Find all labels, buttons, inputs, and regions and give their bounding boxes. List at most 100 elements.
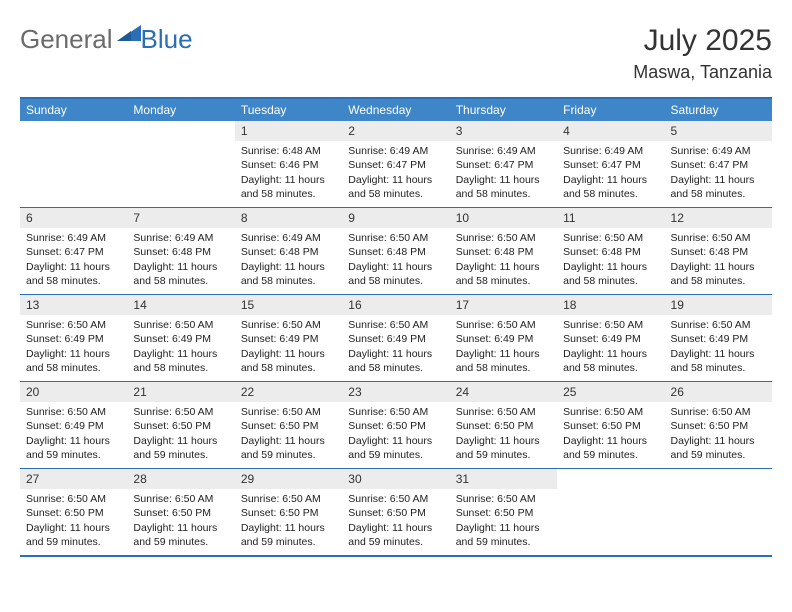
sunrise-line: Sunrise: 6:49 AM (348, 144, 443, 158)
daylight-line: Daylight: 11 hours and 58 minutes. (241, 260, 336, 288)
sunset-line: Sunset: 6:50 PM (133, 419, 228, 433)
sunrise-line: Sunrise: 6:50 AM (241, 405, 336, 419)
sunrise-line: Sunrise: 6:50 AM (133, 492, 228, 506)
day-body: Sunrise: 6:50 AMSunset: 6:48 PMDaylight:… (557, 228, 664, 293)
sunset-line: Sunset: 6:49 PM (26, 332, 121, 346)
day-number: 19 (665, 295, 772, 315)
sunset-line: Sunset: 6:50 PM (348, 506, 443, 520)
week-row: 27Sunrise: 6:50 AMSunset: 6:50 PMDayligh… (20, 468, 772, 555)
daylight-line: Daylight: 11 hours and 58 minutes. (456, 173, 551, 201)
daylight-line: Daylight: 11 hours and 58 minutes. (348, 173, 443, 201)
day-number: 15 (235, 295, 342, 315)
day-cell: 13Sunrise: 6:50 AMSunset: 6:49 PMDayligh… (20, 295, 127, 381)
day-cell: 22Sunrise: 6:50 AMSunset: 6:50 PMDayligh… (235, 382, 342, 468)
day-cell-empty (665, 469, 772, 555)
sunrise-line: Sunrise: 6:50 AM (26, 318, 121, 332)
day-number: 11 (557, 208, 664, 228)
logo: General Blue (20, 24, 193, 55)
sunset-line: Sunset: 6:49 PM (26, 419, 121, 433)
week-row: 6Sunrise: 6:49 AMSunset: 6:47 PMDaylight… (20, 207, 772, 294)
month-title: July 2025 (633, 24, 772, 58)
sunset-line: Sunset: 6:49 PM (563, 332, 658, 346)
day-cell: 26Sunrise: 6:50 AMSunset: 6:50 PMDayligh… (665, 382, 772, 468)
day-cell-empty (20, 121, 127, 207)
sunset-line: Sunset: 6:50 PM (241, 419, 336, 433)
day-cell: 28Sunrise: 6:50 AMSunset: 6:50 PMDayligh… (127, 469, 234, 555)
day-number: 25 (557, 382, 664, 402)
day-cell: 14Sunrise: 6:50 AMSunset: 6:49 PMDayligh… (127, 295, 234, 381)
day-number: 7 (127, 208, 234, 228)
weekday-cell: Monday (127, 99, 234, 121)
sunrise-line: Sunrise: 6:48 AM (241, 144, 336, 158)
sunrise-line: Sunrise: 6:50 AM (241, 492, 336, 506)
sunrise-line: Sunrise: 6:49 AM (133, 231, 228, 245)
sunrise-line: Sunrise: 6:49 AM (241, 231, 336, 245)
sunset-line: Sunset: 6:49 PM (348, 332, 443, 346)
sunset-line: Sunset: 6:50 PM (26, 506, 121, 520)
day-body: Sunrise: 6:50 AMSunset: 6:49 PMDaylight:… (20, 315, 127, 380)
daylight-line: Daylight: 11 hours and 58 minutes. (26, 260, 121, 288)
sunset-line: Sunset: 6:48 PM (671, 245, 766, 259)
day-number: 20 (20, 382, 127, 402)
sunset-line: Sunset: 6:48 PM (241, 245, 336, 259)
daylight-line: Daylight: 11 hours and 58 minutes. (563, 347, 658, 375)
sunset-line: Sunset: 6:50 PM (133, 506, 228, 520)
weeks-container: 1Sunrise: 6:48 AMSunset: 6:46 PMDaylight… (20, 121, 772, 555)
day-number: 2 (342, 121, 449, 141)
sunrise-line: Sunrise: 6:50 AM (133, 318, 228, 332)
sunrise-line: Sunrise: 6:49 AM (671, 144, 766, 158)
week-row: 1Sunrise: 6:48 AMSunset: 6:46 PMDaylight… (20, 121, 772, 207)
weekday-cell: Saturday (665, 99, 772, 121)
sunset-line: Sunset: 6:47 PM (348, 158, 443, 172)
day-cell: 1Sunrise: 6:48 AMSunset: 6:46 PMDaylight… (235, 121, 342, 207)
sunset-line: Sunset: 6:49 PM (671, 332, 766, 346)
sunrise-line: Sunrise: 6:50 AM (456, 492, 551, 506)
daylight-line: Daylight: 11 hours and 58 minutes. (671, 260, 766, 288)
day-number: 23 (342, 382, 449, 402)
weekday-cell: Thursday (450, 99, 557, 121)
sunset-line: Sunset: 6:48 PM (456, 245, 551, 259)
day-cell: 2 Sunrise: 6:49 AMSunset: 6:47 PMDaylight… (342, 121, 449, 207)
day-number: 5 (665, 121, 772, 141)
sunrise-line: Sunrise: 6:50 AM (26, 492, 121, 506)
day-number: 31 (450, 469, 557, 489)
sunrise-line: Sunrise: 6:50 AM (456, 405, 551, 419)
sunrise-line: Sunrise: 6:50 AM (241, 318, 336, 332)
day-number: 6 (20, 208, 127, 228)
location-label: Maswa, Tanzania (633, 62, 772, 83)
sunrise-line: Sunrise: 6:50 AM (133, 405, 228, 419)
day-cell: 27Sunrise: 6:50 AMSunset: 6:50 PMDayligh… (20, 469, 127, 555)
daylight-line: Daylight: 11 hours and 59 minutes. (348, 521, 443, 549)
sunset-line: Sunset: 6:47 PM (456, 158, 551, 172)
day-number: 10 (450, 208, 557, 228)
day-body: Sunrise: 6:50 AMSunset: 6:48 PMDaylight:… (665, 228, 772, 293)
title-block: July 2025 Maswa, Tanzania (633, 24, 772, 83)
weekday-cell: Friday (557, 99, 664, 121)
day-number: 21 (127, 382, 234, 402)
day-cell: 9Sunrise: 6:50 AMSunset: 6:48 PMDaylight… (342, 208, 449, 294)
day-number: 17 (450, 295, 557, 315)
sunrise-line: Sunrise: 6:50 AM (671, 231, 766, 245)
day-cell: 3Sunrise: 6:49 AMSunset: 6:47 PMDaylight… (450, 121, 557, 207)
sunrise-line: Sunrise: 6:50 AM (348, 318, 443, 332)
weekday-cell: Wednesday (342, 99, 449, 121)
day-number: 24 (450, 382, 557, 402)
day-body: Sunrise: 6:50 AMSunset: 6:50 PMDaylight:… (127, 402, 234, 467)
day-cell: 31Sunrise: 6:50 AMSunset: 6:50 PMDayligh… (450, 469, 557, 555)
sunrise-line: Sunrise: 6:49 AM (563, 144, 658, 158)
daylight-line: Daylight: 11 hours and 59 minutes. (26, 521, 121, 549)
day-body: Sunrise: 6:50 AMSunset: 6:50 PMDaylight:… (235, 402, 342, 467)
day-cell-empty (557, 469, 664, 555)
daylight-line: Daylight: 11 hours and 58 minutes. (563, 260, 658, 288)
sunset-line: Sunset: 6:50 PM (671, 419, 766, 433)
day-number: 18 (557, 295, 664, 315)
logo-text-general: General (20, 24, 113, 55)
sunset-line: Sunset: 6:48 PM (348, 245, 443, 259)
day-number: 8 (235, 208, 342, 228)
daylight-line: Daylight: 11 hours and 59 minutes. (26, 434, 121, 462)
day-number: 16 (342, 295, 449, 315)
day-body: Sunrise: 6:48 AMSunset: 6:46 PMDaylight:… (235, 141, 342, 206)
weekday-cell: Tuesday (235, 99, 342, 121)
week-row: 20 Sunrise: 6:50 AM Sunset: 6:49 PMDayligh… (20, 381, 772, 468)
day-cell-empty (127, 121, 234, 207)
